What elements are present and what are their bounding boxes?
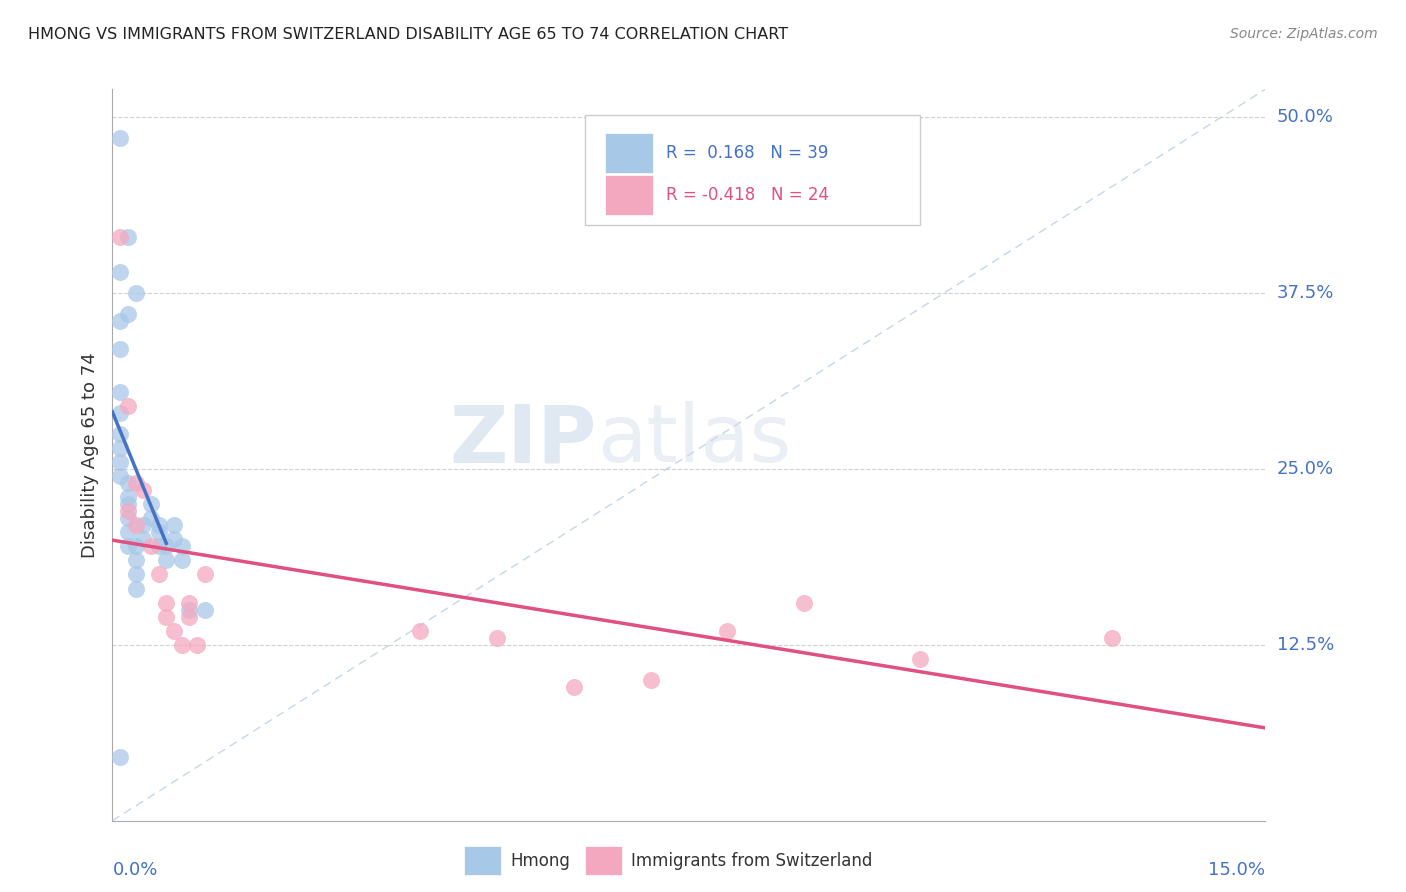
Point [117, 490, 139, 504]
Point [132, 483, 155, 497]
Point [108, 384, 131, 399]
Point [108, 441, 131, 455]
FancyBboxPatch shape [585, 115, 920, 225]
Point [716, 624, 738, 638]
Point [163, 518, 186, 533]
Point [108, 406, 131, 420]
Point [108, 750, 131, 764]
Point [139, 511, 162, 525]
Point [793, 596, 815, 610]
Point [155, 539, 177, 553]
Point [194, 602, 217, 616]
Point [132, 518, 155, 533]
Text: 12.5%: 12.5% [1277, 636, 1334, 654]
Point [124, 553, 146, 567]
Text: Source: ZipAtlas.com: Source: ZipAtlas.com [1230, 27, 1378, 41]
Point [124, 286, 146, 301]
Point [108, 426, 131, 441]
Point [117, 497, 139, 511]
Point [170, 539, 193, 553]
Point [148, 518, 170, 533]
Point [155, 609, 177, 624]
Point [148, 567, 170, 582]
Point [117, 504, 139, 518]
Point [117, 476, 139, 491]
Point [186, 638, 208, 652]
Point [124, 518, 146, 533]
Point [132, 533, 155, 547]
Point [108, 343, 131, 357]
FancyBboxPatch shape [605, 175, 654, 215]
Point [117, 307, 139, 321]
Point [170, 553, 193, 567]
Point [108, 314, 131, 328]
Point [562, 680, 585, 694]
Point [117, 539, 139, 553]
Point [908, 652, 931, 666]
Point [179, 609, 201, 624]
Point [108, 455, 131, 469]
Point [117, 511, 139, 525]
Point [117, 230, 139, 244]
Text: Hmong: Hmong [510, 852, 569, 870]
Text: 37.5%: 37.5% [1277, 285, 1334, 302]
Text: 25.0%: 25.0% [1277, 460, 1334, 478]
Point [108, 469, 131, 483]
Point [139, 539, 162, 553]
Point [640, 673, 662, 687]
Point [124, 567, 146, 582]
Text: R = -0.418   N = 24: R = -0.418 N = 24 [666, 186, 830, 204]
Point [108, 265, 131, 279]
FancyBboxPatch shape [605, 133, 654, 173]
FancyBboxPatch shape [464, 847, 501, 876]
Point [194, 567, 217, 582]
Point [108, 230, 131, 244]
Point [124, 476, 146, 491]
Point [139, 497, 162, 511]
Text: 0.0%: 0.0% [112, 861, 157, 879]
Point [179, 596, 201, 610]
Point [148, 525, 170, 540]
Point [485, 631, 508, 645]
Point [179, 602, 201, 616]
Point [108, 131, 131, 145]
Text: 50.0%: 50.0% [1277, 108, 1333, 127]
Point [163, 624, 186, 638]
Point [124, 539, 146, 553]
Point [409, 624, 432, 638]
Point [148, 539, 170, 553]
Point [155, 553, 177, 567]
Point [155, 596, 177, 610]
Text: 15.0%: 15.0% [1208, 861, 1265, 879]
FancyBboxPatch shape [585, 847, 621, 876]
Point [163, 533, 186, 547]
Point [117, 399, 139, 413]
Y-axis label: Disability Age 65 to 74: Disability Age 65 to 74 [80, 352, 98, 558]
Text: ZIP: ZIP [450, 401, 596, 479]
Point [1101, 631, 1123, 645]
Text: Immigrants from Switzerland: Immigrants from Switzerland [631, 852, 873, 870]
Point [170, 638, 193, 652]
Point [117, 525, 139, 540]
Text: atlas: atlas [596, 401, 792, 479]
Point [124, 582, 146, 596]
Text: HMONG VS IMMIGRANTS FROM SWITZERLAND DISABILITY AGE 65 TO 74 CORRELATION CHART: HMONG VS IMMIGRANTS FROM SWITZERLAND DIS… [28, 27, 789, 42]
Text: R =  0.168   N = 39: R = 0.168 N = 39 [666, 144, 828, 161]
